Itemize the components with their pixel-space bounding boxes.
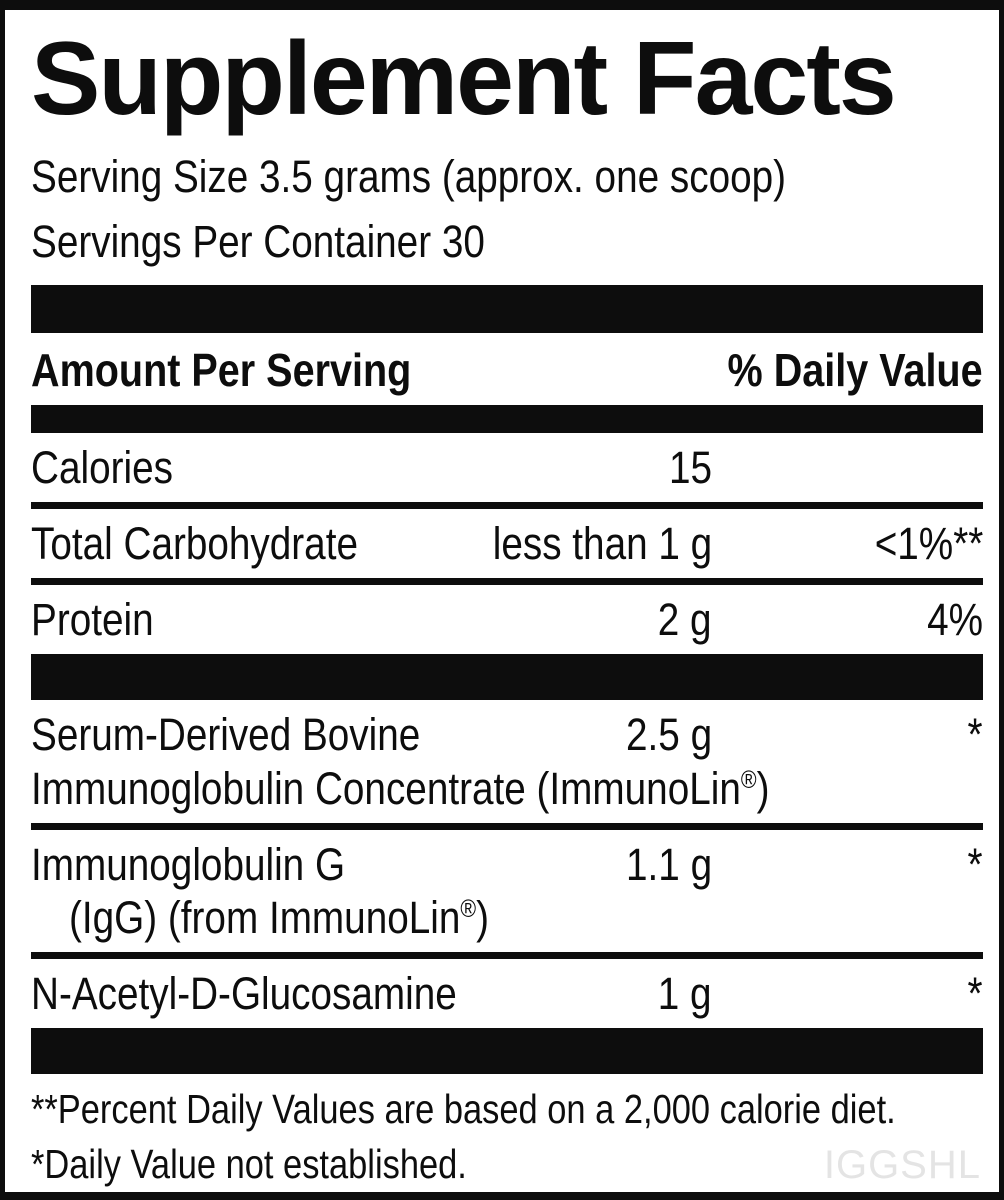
facts-title: Supplement Facts <box>31 21 897 137</box>
nutrient-name: Total Carbohydrate <box>31 518 358 570</box>
nutrient-name-line2: (IgG) (from ImmunoLin®) <box>69 891 489 943</box>
section-divider-bar <box>31 654 983 701</box>
nutrient-row-protein: Protein 2 g 4% <box>31 585 983 654</box>
column-header-row: Amount Per Serving % Daily Value <box>31 333 983 406</box>
nutrient-row-calories: Calories 15 <box>31 433 983 510</box>
nutrient-amount: 1 g <box>657 967 712 1019</box>
serving-info: Serving Size 3.5 grams (approx. one scoo… <box>31 144 983 275</box>
nutrient-amount: 1.1 g <box>625 838 712 890</box>
nutrient-daily-value: <1%** <box>874 518 983 570</box>
nutrient-name: Immunoglobulin G <box>31 838 346 890</box>
nutrient-amount: less than 1 g <box>492 518 712 570</box>
nutrient-name: Serum-Derived Bovine <box>31 709 421 761</box>
registered-trademark-symbol: ® <box>460 895 477 923</box>
footnote-not-established: *Daily Value not established. <box>31 1140 467 1187</box>
footnotes: **Percent Daily Values are based on a 2,… <box>31 1082 983 1192</box>
nutrient-row-immunoglobulin-g: Immunoglobulin G (IgG) (from ImmunoLin®)… <box>31 830 983 959</box>
serving-size-line: Serving Size 3.5 grams (approx. one scoo… <box>31 144 983 209</box>
thick-divider-bar <box>31 284 983 333</box>
footnote-daily-values: **Percent Daily Values are based on a 2,… <box>31 1085 896 1132</box>
nutrient-amount: 2 g <box>657 594 712 646</box>
nutrient-name: Calories <box>31 442 173 494</box>
amount-per-serving-header: Amount Per Serving <box>31 343 412 396</box>
nutrient-row-total-carbohydrate: Total Carbohydrate less than 1 g <1%** <box>31 509 983 586</box>
nutrient-row-n-acetyl-d-glucosamine: N-Acetyl-D-Glucosamine 1 g * <box>31 959 983 1028</box>
registered-trademark-symbol: ® <box>740 766 757 794</box>
watermark-code: IGGSHL <box>823 1143 981 1187</box>
daily-value-header: % Daily Value <box>727 343 983 396</box>
nutrient-daily-value: * <box>967 838 983 890</box>
nutrient-daily-value: 4% <box>927 594 983 646</box>
nutrient-daily-value: * <box>967 709 983 761</box>
servings-per-container-text: Servings Per Container 30 <box>31 216 485 268</box>
nutrient-amount: 15 <box>668 442 712 494</box>
nutrient-daily-value: * <box>967 967 983 1019</box>
nutrient-name: N-Acetyl-D-Glucosamine <box>31 967 457 1019</box>
nutrient-name: Protein <box>31 594 154 646</box>
nutrient-name-line2: Immunoglobulin Concentrate (ImmunoLin®) <box>31 762 770 814</box>
footer-divider-bar <box>31 1027 983 1074</box>
servings-per-container-line: Servings Per Container 30 <box>31 209 983 274</box>
nutrient-amount: 2.5 g <box>625 709 712 761</box>
nutrient-row-serum-derived-bovine-immunoglobulin: Serum-Derived Bovine Immunoglobulin Conc… <box>31 700 983 830</box>
thin-divider-bar <box>31 405 983 434</box>
serving-size-text: Serving Size 3.5 grams (approx. one scoo… <box>31 151 787 203</box>
